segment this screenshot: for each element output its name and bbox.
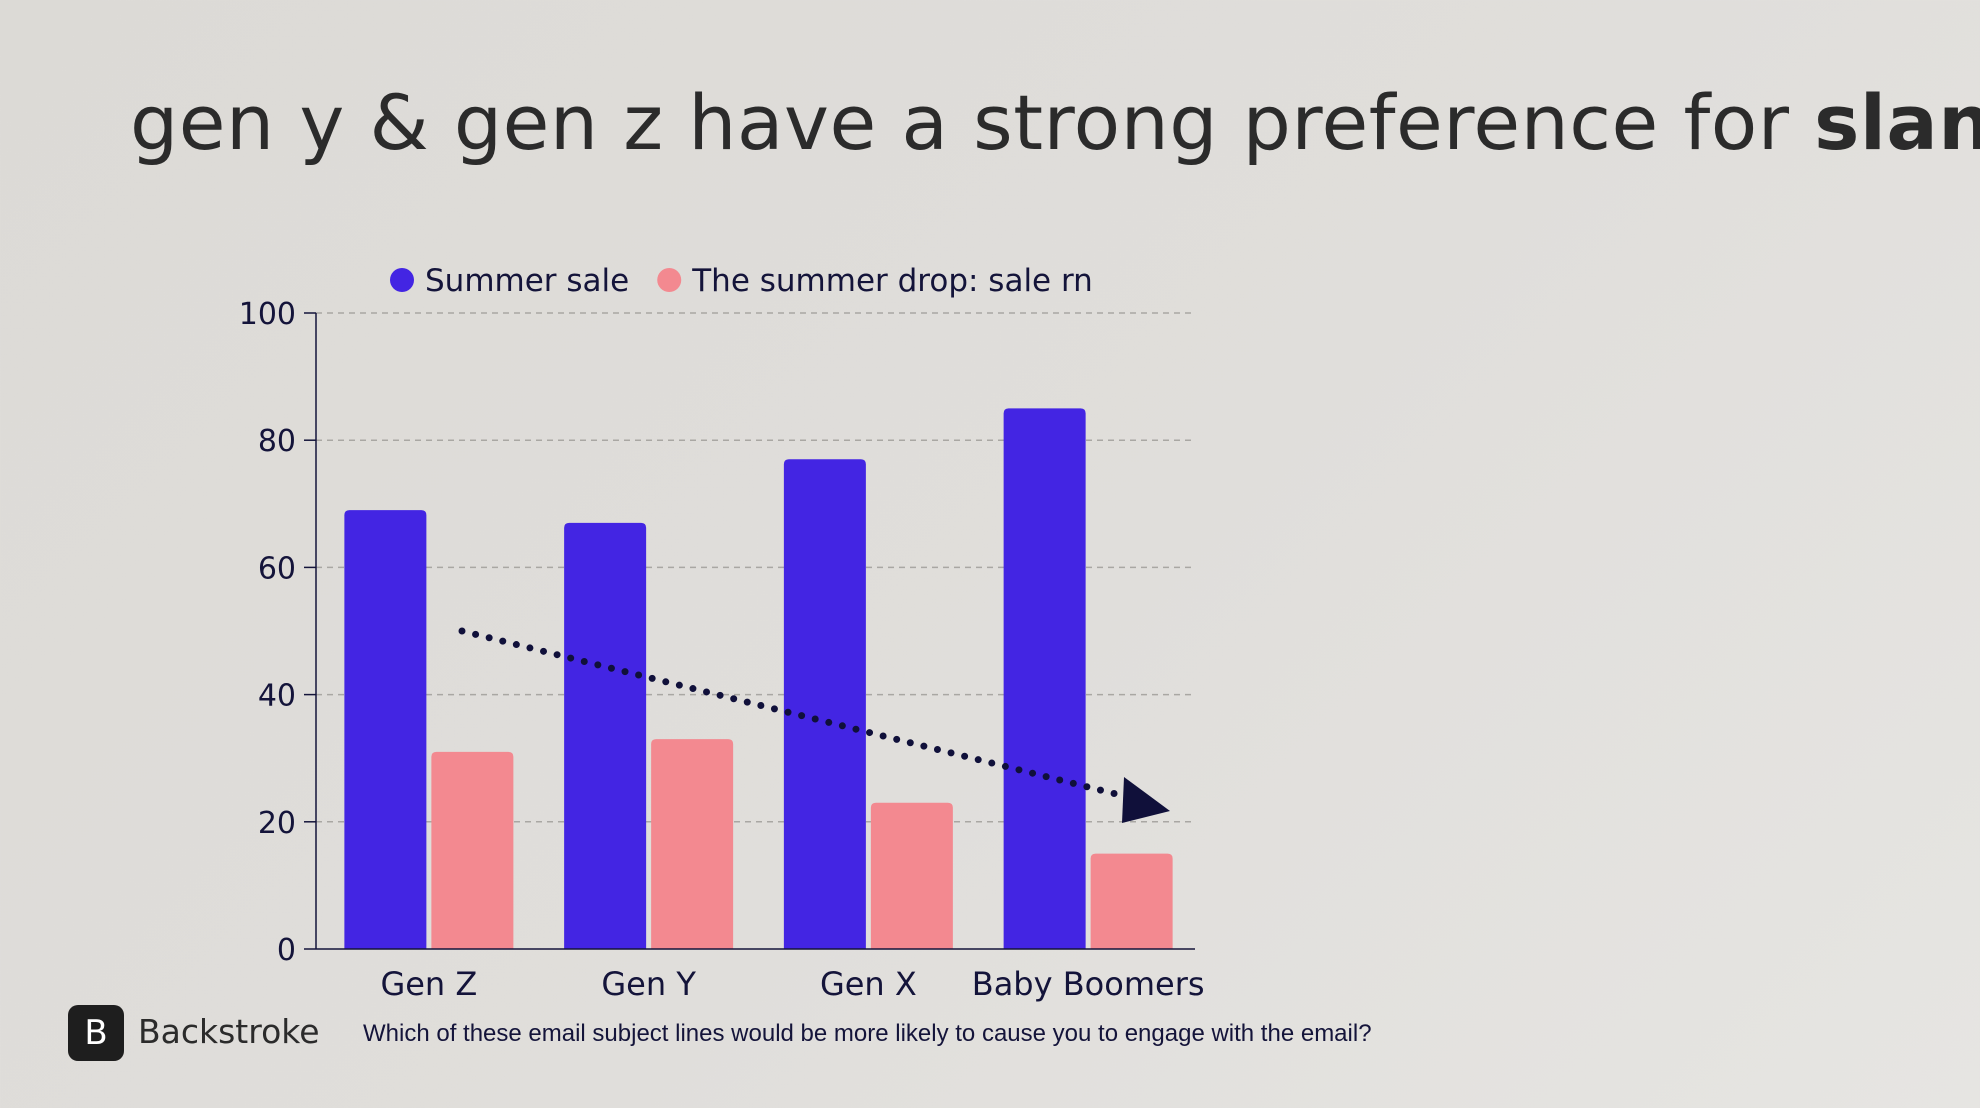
legend-label: The summer drop: sale rn — [691, 263, 1093, 299]
title-emphasis: slang — [1814, 78, 1980, 167]
logo-glyph: B — [84, 1013, 108, 1053]
backstroke-logo: B — [68, 1005, 124, 1061]
bar-summer-drop — [1090, 853, 1173, 949]
title-main: gen y & gen z have a strong preference f… — [130, 78, 1815, 167]
axis-layer: 0 20 40 60 80 100 Gen Z Gen Y Gen X Baby Boomers — [239, 297, 1205, 1003]
legend-marker — [390, 268, 414, 292]
y-tick-label: 80 — [258, 424, 296, 459]
bar-summer-drop — [651, 739, 734, 949]
trend-arrow-head — [1122, 777, 1170, 823]
y-tick-label: 60 — [258, 551, 296, 586]
y-tick-label: 100 — [239, 297, 296, 332]
bar-summer-sale — [783, 459, 866, 949]
legend-label: Summer sale — [425, 263, 629, 299]
x-tick-label: Gen Y — [601, 965, 696, 1003]
page-title: gen y & gen z have a strong preference f… — [130, 78, 1980, 167]
bars-layer — [344, 408, 1173, 949]
y-tick-label: 0 — [277, 933, 296, 968]
y-tick-label: 20 — [258, 806, 296, 841]
legend: Summer sale The summer drop: sale rn — [390, 263, 1093, 299]
bar-summer-drop — [870, 802, 953, 949]
x-tick-label: Baby Boomers — [972, 965, 1205, 1003]
x-tick-label: Gen Z — [380, 965, 477, 1003]
bar-summer-sale — [1003, 408, 1086, 949]
trend-arrow — [458, 627, 1170, 823]
bar-summer-sale — [564, 522, 647, 949]
trend-arrow-line — [458, 627, 1132, 801]
brand-name: Backstroke — [138, 1012, 320, 1051]
y-tick-label: 40 — [258, 679, 296, 714]
survey-question: Which of these email subject lines would… — [363, 1020, 1372, 1047]
x-tick-label: Gen X — [820, 965, 917, 1003]
legend-marker — [657, 268, 682, 292]
bar-summer-sale — [344, 510, 427, 949]
bar-summer-drop — [431, 751, 514, 949]
